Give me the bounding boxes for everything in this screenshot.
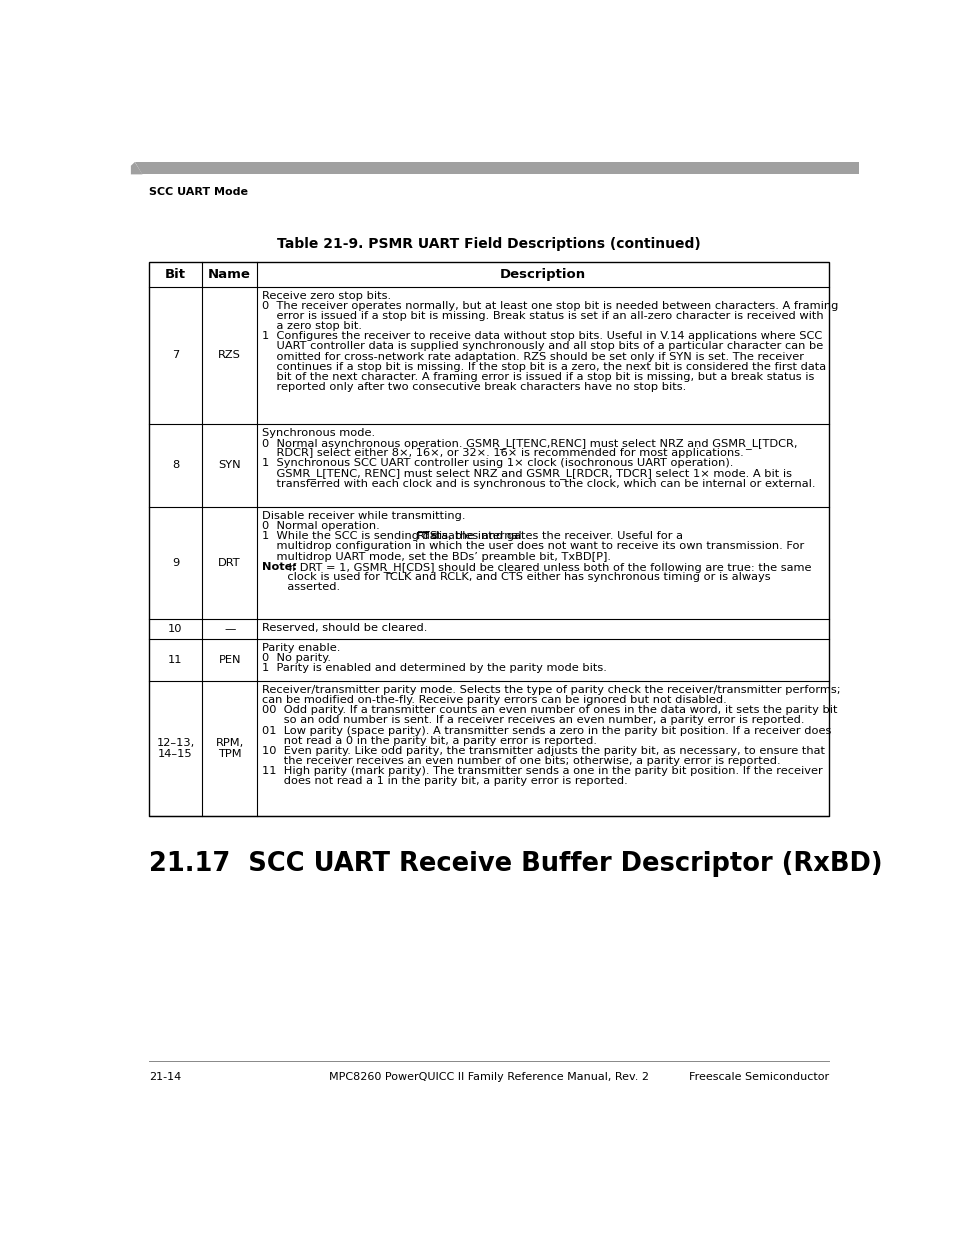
Text: 00  Odd parity. If a transmitter counts an even number of ones in the data word,: 00 Odd parity. If a transmitter counts a…	[261, 705, 837, 715]
Text: disables and gates the receiver. Useful for a: disables and gates the receiver. Useful …	[427, 531, 682, 541]
Text: 9: 9	[172, 558, 179, 568]
Text: —: —	[224, 624, 235, 634]
Text: Disable receiver while transmitting.: Disable receiver while transmitting.	[261, 511, 465, 521]
Text: Receive zero stop bits.: Receive zero stop bits.	[261, 290, 391, 300]
Text: SCC UART Mode: SCC UART Mode	[149, 186, 248, 196]
Text: reported only after two consecutive break characters have no stop bits.: reported only after two consecutive brea…	[261, 382, 685, 393]
Text: 12–13,
14–15: 12–13, 14–15	[156, 737, 194, 760]
Text: DRT: DRT	[218, 558, 241, 568]
Text: 7: 7	[172, 351, 179, 361]
Text: omitted for cross-network rate adaptation. RZS should be set only if SYN is set.: omitted for cross-network rate adaptatio…	[261, 352, 803, 362]
Text: 11  High parity (mark parity). The transmitter sends a one in the parity bit pos: 11 High parity (mark parity). The transm…	[261, 766, 821, 777]
Text: 1  While the SCC is sending data, the internal: 1 While the SCC is sending data, the int…	[261, 531, 524, 541]
Text: Name: Name	[208, 268, 251, 282]
Text: multidrop UART mode, set the BDs’ preamble bit, TxBD[P].: multidrop UART mode, set the BDs’ preamb…	[261, 552, 610, 562]
Text: error is issued if a stop bit is missing. Break status is set if an all-zero cha: error is issued if a stop bit is missing…	[261, 311, 822, 321]
Polygon shape	[131, 162, 142, 174]
Text: 11: 11	[168, 655, 182, 664]
Text: clock is used for TCLK and RCLK, and CTS either has synchronous timing or is alw: clock is used for TCLK and RCLK, and CTS…	[261, 572, 770, 582]
Text: GSMR_L[TENC, RENC] must select NRZ and GSMR_L[RDCR, TDCR] select 1× mode. A bit : GSMR_L[TENC, RENC] must select NRZ and G…	[261, 468, 791, 479]
Text: 0  Normal operation.: 0 Normal operation.	[261, 521, 379, 531]
Text: a zero stop bit.: a zero stop bit.	[261, 321, 361, 331]
Text: Note:: Note:	[261, 562, 296, 572]
Text: bit of the next character. A framing error is issued if a stop bit is missing, b: bit of the next character. A framing err…	[261, 372, 813, 382]
Text: multidrop configuration in which the user does not want to receive its own trans: multidrop configuration in which the use…	[261, 541, 803, 551]
Text: not read a 0 in the parity bit, a parity error is reported.: not read a 0 in the parity bit, a parity…	[261, 736, 597, 746]
Text: asserted.: asserted.	[261, 582, 339, 592]
Text: RPM,
TPM: RPM, TPM	[215, 737, 244, 760]
Text: Bit: Bit	[165, 268, 186, 282]
Text: 0  No parity.: 0 No parity.	[261, 653, 331, 663]
Text: Description: Description	[499, 268, 586, 282]
Text: RZS: RZS	[218, 351, 241, 361]
Text: so an odd number is sent. If a receiver receives an even number, a parity error : so an odd number is sent. If a receiver …	[261, 715, 803, 725]
Text: 10: 10	[168, 624, 182, 634]
Text: Freescale Semiconductor: Freescale Semiconductor	[688, 1072, 828, 1082]
Text: 0  The receiver operates normally, but at least one stop bit is needed between c: 0 The receiver operates normally, but at…	[261, 301, 838, 311]
Text: MPC8260 PowerQUICC II Family Reference Manual, Rev. 2: MPC8260 PowerQUICC II Family Reference M…	[329, 1072, 648, 1082]
Polygon shape	[134, 162, 858, 174]
Text: 0  Normal asynchronous operation. GSMR_L[TENC,RENC] must select NRZ and GSMR_L[T: 0 Normal asynchronous operation. GSMR_L[…	[261, 438, 797, 448]
Text: UART controller data is supplied synchronously and all stop bits of a particular: UART controller data is supplied synchro…	[261, 341, 822, 352]
Text: 10  Even parity. Like odd parity, the transmitter adjusts the parity bit, as nec: 10 Even parity. Like odd parity, the tra…	[261, 746, 824, 756]
Text: 21.17  SCC UART Receive Buffer Descriptor (RxBD): 21.17 SCC UART Receive Buffer Descriptor…	[149, 851, 882, 877]
Text: 1  Configures the receiver to receive data without stop bits. Useful in V.14 app: 1 Configures the receiver to receive dat…	[261, 331, 821, 341]
Text: the receiver receives an even number of one bits; otherwise, a parity error is r: the receiver receives an even number of …	[261, 756, 780, 766]
Text: 01  Low parity (space parity). A transmitter sends a zero in the parity bit posi: 01 Low parity (space parity). A transmit…	[261, 725, 830, 736]
Text: SYN: SYN	[218, 461, 241, 471]
Text: RTS: RTS	[416, 531, 437, 541]
Text: does not read a 1 in the parity bit, a parity error is reported.: does not read a 1 in the parity bit, a p…	[261, 777, 627, 787]
Text: RDCR] select either 8×, 16×, or 32×. 16× is recommended for most applications.: RDCR] select either 8×, 16×, or 32×. 16×…	[261, 448, 742, 458]
Text: 1  Synchronous SCC UART controller using 1× clock (isochronous UART operation).: 1 Synchronous SCC UART controller using …	[261, 458, 733, 468]
Text: Synchronous mode.: Synchronous mode.	[261, 427, 375, 437]
Text: 8: 8	[172, 461, 179, 471]
Text: Parity enable.: Parity enable.	[261, 642, 340, 652]
Text: If DRT = 1, GSMR_H[CDS] should be cleared unless both of the following are true:: If DRT = 1, GSMR_H[CDS] should be cleare…	[285, 562, 811, 573]
Text: Reserved, should be cleared.: Reserved, should be cleared.	[261, 622, 427, 632]
Text: continues if a stop bit is missing. If the stop bit is a zero, the next bit is c: continues if a stop bit is missing. If t…	[261, 362, 825, 372]
Text: Table 21-9. PSMR UART Field Descriptions (continued): Table 21-9. PSMR UART Field Descriptions…	[276, 237, 700, 251]
Text: Receiver/transmitter parity mode. Selects the type of parity check the receiver/: Receiver/transmitter parity mode. Select…	[261, 685, 840, 695]
Text: 1  Parity is enabled and determined by the parity mode bits.: 1 Parity is enabled and determined by th…	[261, 663, 606, 673]
Text: 21-14: 21-14	[149, 1072, 181, 1082]
Text: PEN: PEN	[218, 655, 241, 664]
Text: transferred with each clock and is synchronous to the clock, which can be intern: transferred with each clock and is synch…	[261, 478, 815, 489]
Text: can be modified on-the-fly. Receive parity errors can be ignored but not disable: can be modified on-the-fly. Receive pari…	[261, 695, 726, 705]
Bar	[149, 262, 828, 816]
